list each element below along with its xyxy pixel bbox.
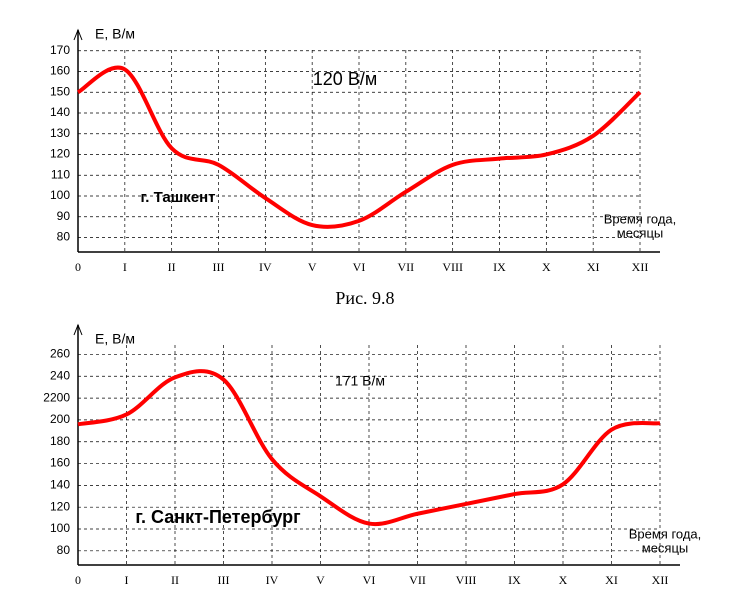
x-tick-label: III	[213, 260, 225, 274]
y-tick-label: 260	[50, 347, 70, 361]
x-tick-label: X	[542, 260, 551, 274]
x-tick-label: X	[559, 573, 568, 587]
x-tick-label: XII	[652, 573, 669, 587]
y-tick-label: 2200	[43, 390, 70, 404]
x-tick-label: VIII	[456, 573, 477, 587]
x-tick-label: 0	[75, 573, 81, 587]
x-tick-label: II	[171, 573, 179, 587]
line	[77, 369, 661, 527]
caption: Рис. 9.8	[335, 288, 394, 308]
city-label: г. Санкт-Петербург	[135, 507, 301, 527]
y-axis-label: E, В/м	[95, 26, 135, 42]
y-tick-label: 80	[57, 543, 71, 557]
y-tick-label: 80	[57, 230, 71, 244]
x-tick-label: IX	[493, 260, 506, 274]
x-tick-label: IV	[266, 573, 279, 587]
y-tick-label: 140	[50, 478, 70, 492]
y-axis-arrow	[73, 28, 83, 41]
x-tick-label: VI	[363, 573, 376, 587]
y-tick-label: 160	[50, 456, 70, 470]
line	[76, 65, 642, 229]
y-tick-label: 160	[50, 64, 70, 78]
x-axis-label: Время года,	[604, 211, 677, 226]
x-tick-label: II	[168, 260, 176, 274]
x-tick-label: VII	[409, 573, 426, 587]
y-tick-label: 100	[50, 188, 70, 202]
x-tick-label: I	[123, 260, 127, 274]
x-tick-label: VI	[353, 260, 366, 274]
x-axis-label: месяцы	[642, 540, 689, 555]
y-tick-label: 110	[51, 167, 70, 181]
x-tick-label: XII	[632, 260, 649, 274]
y-tick-label: 200	[50, 412, 70, 426]
x-tick-label: V	[308, 260, 317, 274]
y-tick-label: 120	[50, 499, 70, 513]
y-tick-label: 150	[50, 84, 70, 98]
y-tick-label: 100	[50, 521, 70, 535]
y-tick-label: 180	[50, 434, 70, 448]
x-axis-label: месяцы	[617, 225, 664, 240]
city-label: г. Ташкент	[141, 189, 216, 206]
x-tick-label: VIII	[442, 260, 463, 274]
x-tick-label: III	[218, 573, 230, 587]
y-tick-label: 170	[50, 43, 70, 57]
y-tick-label: 120	[50, 147, 70, 161]
x-tick-label: IV	[259, 260, 272, 274]
x-axis-label: Время года,	[629, 526, 702, 541]
annotation: 171 В/м	[335, 373, 385, 389]
x-tick-label: V	[316, 573, 325, 587]
x-tick-label: XI	[605, 573, 618, 587]
y-tick-label: 240	[50, 368, 70, 382]
annotation: 120 В/м	[313, 69, 377, 89]
x-tick-label: VII	[397, 260, 414, 274]
x-tick-label: I	[125, 573, 129, 587]
x-tick-label: 0	[75, 260, 81, 274]
x-tick-label: IX	[508, 573, 521, 587]
y-tick-label: 90	[57, 209, 71, 223]
y-axis-label: Е, В/м	[95, 331, 135, 347]
y-tick-label: 140	[50, 105, 70, 119]
x-tick-label: XI	[587, 260, 600, 274]
y-tick-label: 130	[50, 126, 70, 140]
y-axis-arrow	[73, 323, 83, 336]
